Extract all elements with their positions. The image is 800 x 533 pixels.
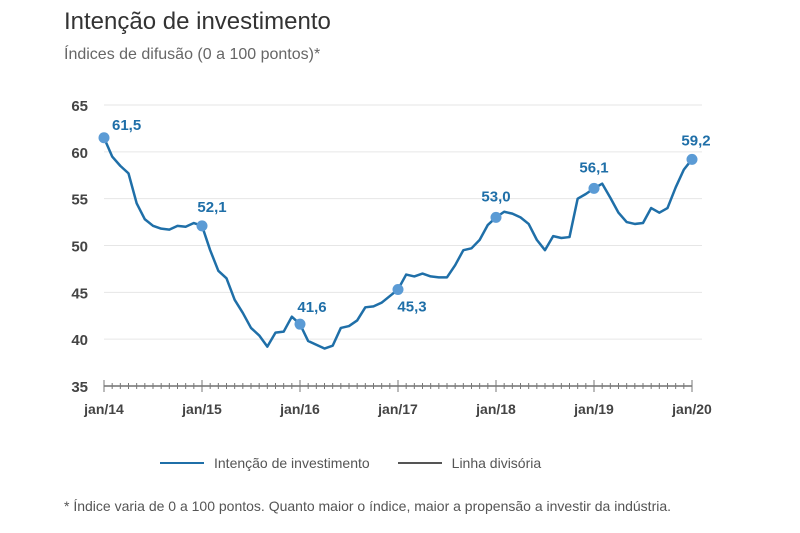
data-label: 52,1 <box>197 199 226 216</box>
x-tick-label: jan/14 <box>83 401 124 417</box>
y-tick-label: 45 <box>71 285 88 302</box>
legend-swatch-series <box>160 462 204 464</box>
data-point-marker <box>686 153 698 165</box>
x-tick-label: jan/20 <box>671 401 712 417</box>
x-tick-label: jan/17 <box>377 401 418 417</box>
y-tick-label: 35 <box>71 379 88 396</box>
y-tick-label: 40 <box>71 332 88 349</box>
legend-item-divider: Linha divisória <box>397 455 542 471</box>
data-label: 41,6 <box>297 299 326 316</box>
legend-label: Intenção de investimento <box>214 455 370 471</box>
data-point-marker <box>392 284 404 296</box>
footnote: * Índice varia de 0 a 100 pontos. Quanto… <box>64 498 672 514</box>
legend-swatch-divider <box>397 462 442 464</box>
data-label: 45,3 <box>397 299 426 316</box>
data-point-marker <box>196 220 208 232</box>
y-tick-label: 60 <box>71 145 88 162</box>
legend: Intenção de investimento Linha divisória <box>160 455 541 471</box>
data-label: 56,1 <box>579 159 608 176</box>
data-label: 61,5 <box>112 117 141 134</box>
y-tick-label: 50 <box>71 239 88 256</box>
x-tick-label: jan/15 <box>181 401 222 417</box>
legend-item-series: Intenção de investimento <box>160 455 370 471</box>
x-tick-label: jan/19 <box>573 401 614 417</box>
y-tick-label: 55 <box>71 192 88 209</box>
data-point-marker <box>588 182 600 194</box>
data-point-marker <box>294 318 306 330</box>
y-tick-label: 65 <box>71 98 88 115</box>
chart-title: Intenção de investimento <box>64 8 331 35</box>
legend-label: Linha divisória <box>451 455 542 471</box>
data-label: 59,2 <box>681 132 710 149</box>
chart-subtitle: Índices de difusão (0 a 100 pontos)* <box>64 46 321 63</box>
x-tick-label: jan/18 <box>475 401 516 417</box>
data-point-marker <box>98 132 110 144</box>
data-label: 53,0 <box>481 188 510 205</box>
x-tick-label: jan/16 <box>279 401 320 417</box>
data-point-marker <box>490 211 502 223</box>
